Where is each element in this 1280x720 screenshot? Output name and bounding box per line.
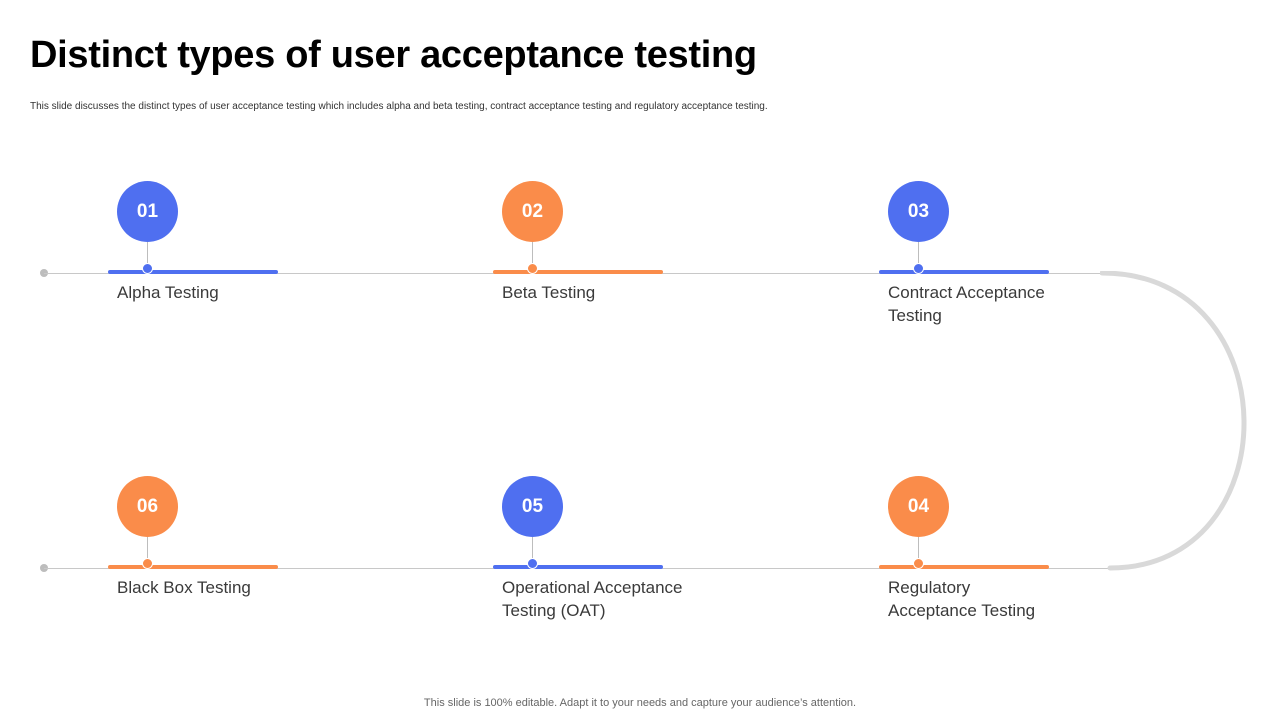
step-number-circle: 04 bbox=[888, 476, 949, 537]
step-02: 02 Beta Testing bbox=[493, 181, 732, 341]
step-marker-dot bbox=[142, 558, 153, 569]
step-label: Beta Testing bbox=[502, 283, 596, 302]
step-accent-bar bbox=[493, 565, 663, 569]
slide-footer-note: This slide is 100% editable. Adapt it to… bbox=[423, 697, 857, 709]
step-accent-bar bbox=[108, 270, 278, 274]
step-marker-dot bbox=[913, 558, 924, 569]
slide-title: Distinct types of user acceptance testin… bbox=[30, 34, 757, 76]
step-label: Operational Acceptance Testing (OAT) bbox=[502, 578, 683, 620]
step-label: Black Box Testing bbox=[117, 578, 251, 597]
step-accent-bar bbox=[879, 270, 1049, 274]
step-05: 05 Operational Acceptance Testing (OAT) bbox=[493, 476, 732, 636]
step-connector bbox=[532, 537, 533, 563]
step-marker-dot bbox=[527, 263, 538, 274]
step-connector bbox=[147, 537, 148, 563]
step-number-circle: 02 bbox=[502, 181, 563, 242]
step-connector bbox=[147, 242, 148, 268]
step-number-circle: 03 bbox=[888, 181, 949, 242]
step-accent-bar bbox=[493, 270, 663, 274]
step-06: 06 Black Box Testing bbox=[108, 476, 347, 636]
step-accent-bar bbox=[879, 565, 1049, 569]
step-accent-bar bbox=[108, 565, 278, 569]
step-03: 03 Contract Acceptance Testing bbox=[879, 181, 1118, 341]
timeline-connector-arc bbox=[1100, 271, 1247, 571]
step-label: Regulatory Acceptance Testing bbox=[888, 578, 1036, 620]
step-04: 04 Regulatory Acceptance Testing bbox=[879, 476, 1118, 636]
step-label: Alpha Testing bbox=[117, 283, 219, 302]
step-connector bbox=[532, 242, 533, 268]
step-label: Contract Acceptance Testing bbox=[888, 283, 1045, 325]
step-01: 01 Alpha Testing bbox=[108, 181, 347, 341]
step-number-circle: 05 bbox=[502, 476, 563, 537]
step-marker-dot bbox=[913, 263, 924, 274]
step-marker-dot bbox=[527, 558, 538, 569]
step-connector bbox=[918, 537, 919, 563]
step-number-circle: 01 bbox=[117, 181, 178, 242]
step-number-circle: 06 bbox=[117, 476, 178, 537]
step-marker-dot bbox=[142, 263, 153, 274]
step-connector bbox=[918, 242, 919, 268]
slide-subtitle: This slide discusses the distinct types … bbox=[30, 101, 768, 112]
